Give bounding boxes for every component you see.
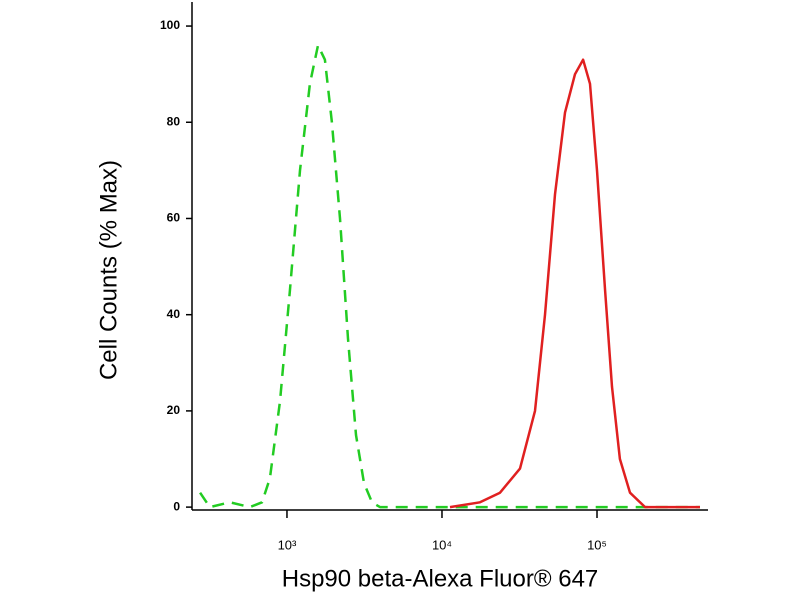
y-tick-label: 40: [167, 307, 181, 321]
series-line: [449, 58, 700, 509]
x-tick-label: 10³: [278, 537, 297, 552]
y-tick-label: 100: [160, 18, 180, 32]
x-tick-label: 10⁴: [432, 537, 452, 552]
x-axis-title: Hsp90 beta-Alexa Fluor® 647: [282, 565, 599, 592]
y-tick-label: 60: [167, 211, 181, 225]
y-tick-label: 20: [167, 403, 181, 417]
y-tick-label: 80: [167, 114, 181, 128]
x-tick-label: 10⁵: [587, 537, 607, 552]
y-axis-title: Cell Counts (% Max): [95, 160, 122, 380]
series-line: [199, 44, 700, 509]
y-tick-label: 0: [173, 499, 180, 513]
